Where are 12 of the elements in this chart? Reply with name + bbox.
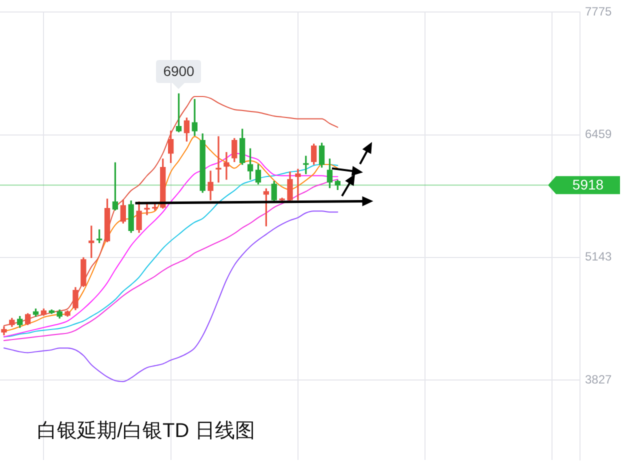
candlestick — [295, 168, 301, 200]
annotation: 6900 — [162, 62, 196, 81]
candlestick — [224, 152, 230, 180]
y-tick-label: 5143 — [585, 250, 612, 264]
candlestick — [216, 136, 222, 183]
candlestick — [144, 203, 150, 216]
y-tick-label: 3827 — [585, 372, 612, 386]
y-tick-label: 7775 — [585, 4, 612, 19]
line-series — [3, 210, 338, 382]
text: 白银延期/白银TD 日线图 — [37, 419, 255, 443]
y-tick-label: 6459 — [585, 127, 612, 142]
ref-line-label: 5918 — [572, 176, 604, 193]
